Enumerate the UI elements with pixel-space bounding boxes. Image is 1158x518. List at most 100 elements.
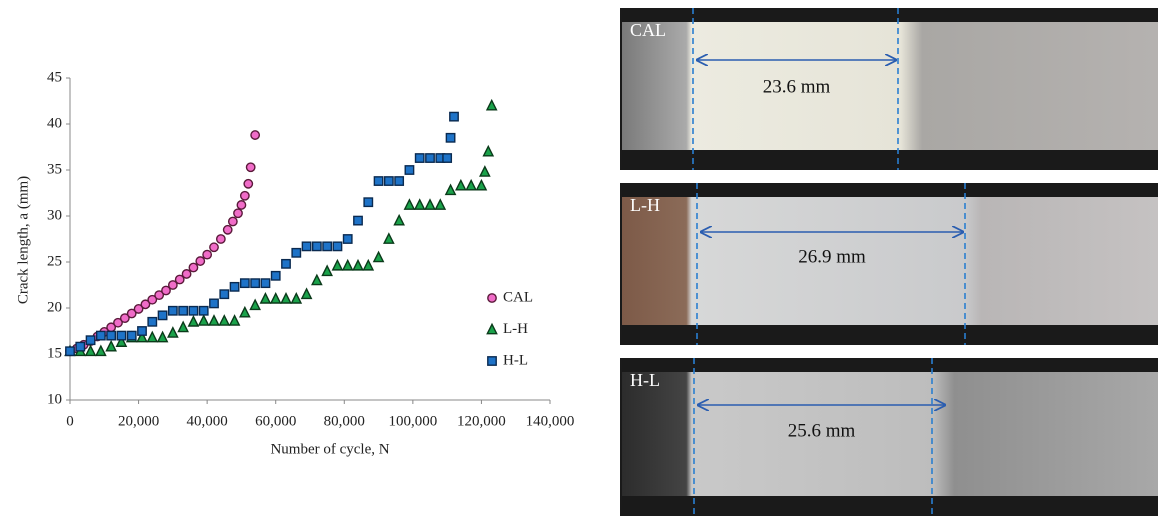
data-point — [456, 180, 465, 189]
y-tick-label: 40 — [47, 115, 62, 131]
legend-label: L-H — [503, 321, 528, 337]
data-point — [323, 242, 331, 250]
data-point — [374, 177, 382, 185]
data-point — [443, 154, 451, 162]
data-point — [425, 200, 434, 209]
measurement: 25.6 mm — [788, 420, 856, 441]
data-point — [158, 332, 167, 341]
data-point — [487, 100, 496, 109]
data-point — [405, 166, 413, 174]
photo-label: CAL — [630, 20, 666, 40]
data-point — [210, 299, 218, 307]
data-point — [86, 336, 94, 344]
data-point — [344, 235, 352, 243]
data-point — [446, 185, 455, 194]
data-point — [246, 163, 254, 171]
data-point — [405, 200, 414, 209]
data-point — [450, 112, 458, 120]
data-point — [261, 279, 269, 287]
legend-marker — [488, 357, 496, 365]
data-point — [229, 217, 237, 225]
data-point — [66, 347, 74, 355]
figure: Number of cycle, N Crack length, a (mm) … — [0, 0, 1158, 518]
data-point — [313, 242, 321, 250]
data-point — [158, 311, 166, 319]
data-point — [230, 316, 239, 325]
data-point — [416, 154, 424, 162]
data-point — [168, 328, 177, 337]
data-point — [395, 177, 403, 185]
data-point — [302, 242, 310, 250]
data-point — [251, 279, 259, 287]
data-point — [96, 346, 105, 355]
data-point — [217, 235, 225, 243]
data-point — [179, 307, 187, 315]
measurement: 23.6 mm — [763, 76, 831, 97]
data-point — [484, 146, 493, 155]
data-point — [374, 252, 383, 261]
x-tick-label: 40,000 — [187, 413, 228, 429]
data-point — [282, 260, 290, 268]
data-point — [312, 275, 321, 284]
data-point — [446, 134, 454, 142]
data-point — [415, 200, 424, 209]
data-point — [292, 249, 300, 257]
y-tick-label: 10 — [47, 391, 62, 407]
data-point — [241, 192, 249, 200]
data-point — [466, 180, 475, 189]
data-point — [189, 317, 198, 326]
data-point — [97, 331, 105, 339]
data-point — [189, 263, 197, 271]
data-point — [281, 294, 290, 303]
data-point — [178, 322, 187, 331]
data-point — [224, 226, 232, 234]
data-point — [353, 260, 362, 269]
data-point — [480, 167, 489, 176]
data-point — [189, 307, 197, 315]
specimen — [622, 372, 1158, 496]
data-point — [210, 243, 218, 251]
data-point — [250, 300, 259, 309]
data-point — [169, 307, 177, 315]
x-tick-label: 140,000 — [526, 413, 575, 429]
data-point — [292, 294, 301, 303]
data-point — [138, 327, 146, 335]
data-point — [220, 290, 228, 298]
y-tick-label: 20 — [47, 299, 62, 315]
data-point — [271, 294, 280, 303]
data-point — [364, 198, 372, 206]
data-point — [203, 250, 211, 258]
x-tick-label: 0 — [66, 413, 74, 429]
data-point — [220, 316, 229, 325]
data-point — [385, 177, 393, 185]
data-point — [477, 180, 486, 189]
data-point — [333, 242, 341, 250]
y-tick-label: 45 — [47, 69, 62, 85]
data-point — [244, 180, 252, 188]
data-point — [384, 234, 393, 243]
data-point — [76, 342, 84, 350]
y-axis-label: Crack length, a (mm) — [15, 176, 31, 304]
data-point — [148, 318, 156, 326]
data-point — [237, 201, 245, 209]
legend-marker — [488, 294, 496, 302]
data-point — [117, 331, 125, 339]
data-point — [196, 257, 204, 265]
data-point — [261, 294, 270, 303]
data-point — [107, 331, 115, 339]
legend-label: CAL — [503, 289, 533, 305]
x-tick-label: 100,000 — [388, 413, 437, 429]
y-tick-label: 35 — [47, 161, 62, 177]
measurement: 26.9 mm — [798, 246, 866, 267]
data-point — [322, 266, 331, 275]
data-point — [364, 260, 373, 269]
data-point — [234, 209, 242, 217]
chart: Number of cycle, N Crack length, a (mm) … — [15, 69, 574, 457]
x-axis-label: Number of cycle, N — [270, 441, 389, 457]
data-point — [302, 289, 311, 298]
x-tick-label: 60,000 — [255, 413, 296, 429]
data-point — [128, 331, 136, 339]
data-point — [230, 283, 238, 291]
data-point — [436, 200, 445, 209]
